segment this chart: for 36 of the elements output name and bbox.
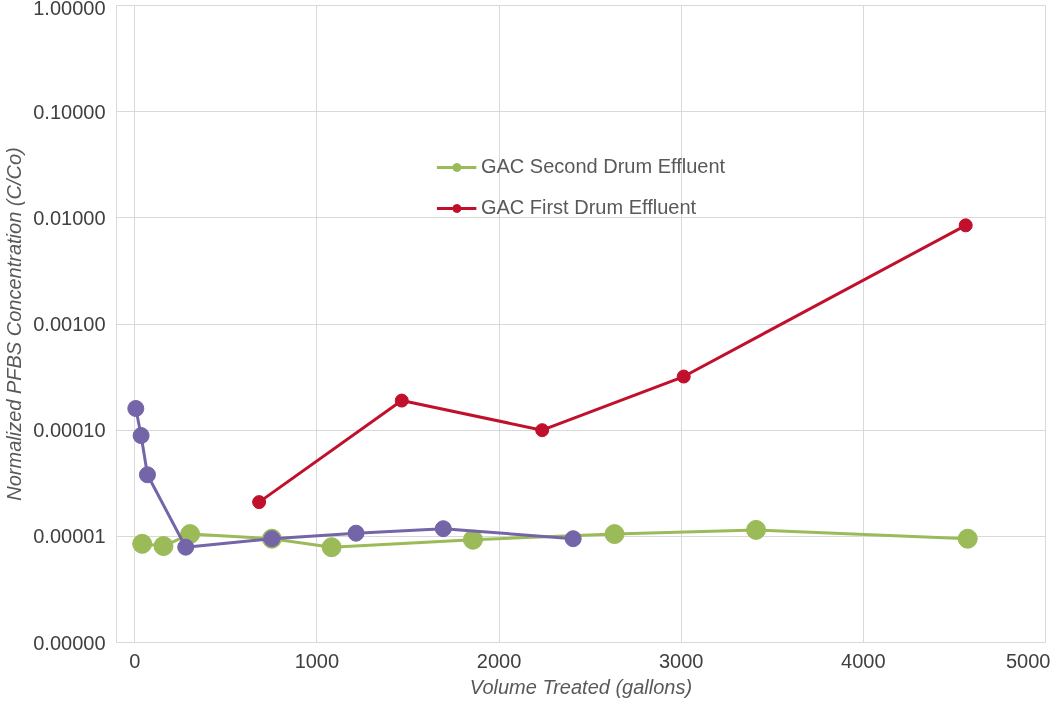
- point: [462, 529, 483, 550]
- y-tick-label: 0.00000: [33, 631, 106, 654]
- point: [394, 393, 409, 408]
- x-tick-label: 2000: [476, 649, 522, 672]
- y-tick-label: 0.00001: [33, 525, 106, 548]
- y-tick-label: 1.00000: [33, 0, 106, 19]
- point: [957, 528, 978, 549]
- x-axis-title: Volume Treated (gallons): [469, 675, 693, 698]
- legend-label: GAC Second Drum Effluent: [480, 155, 726, 178]
- legend-label: GAC First Drum Effluent: [480, 196, 697, 219]
- x-tick-label: 3000: [658, 649, 704, 672]
- y-tick-label: 0.00100: [33, 313, 106, 335]
- x-tick-label: 5000: [1006, 649, 1051, 672]
- y-tick-label: 0.01000: [33, 206, 106, 229]
- point: [676, 369, 691, 384]
- point: [564, 530, 582, 548]
- point: [347, 524, 365, 542]
- x-tick-label: 0: [129, 649, 141, 672]
- point: [604, 524, 625, 545]
- point: [434, 520, 452, 538]
- point: [535, 423, 550, 438]
- point: [321, 537, 342, 558]
- point: [746, 519, 767, 540]
- point: [958, 218, 973, 233]
- point: [177, 538, 195, 556]
- point: [252, 495, 267, 510]
- point: [138, 466, 156, 484]
- y-tick-label: 0.00010: [33, 419, 106, 442]
- point: [127, 400, 145, 417]
- point: [132, 427, 150, 445]
- point: [132, 533, 153, 554]
- y-axis-title: Normalized PFBS Concentration (C/Co): [3, 147, 26, 501]
- y-tick-label: 0.10000: [33, 100, 106, 123]
- x-tick-label: 1000: [294, 649, 340, 672]
- point: [153, 536, 174, 557]
- x-tick-label: 4000: [841, 649, 886, 672]
